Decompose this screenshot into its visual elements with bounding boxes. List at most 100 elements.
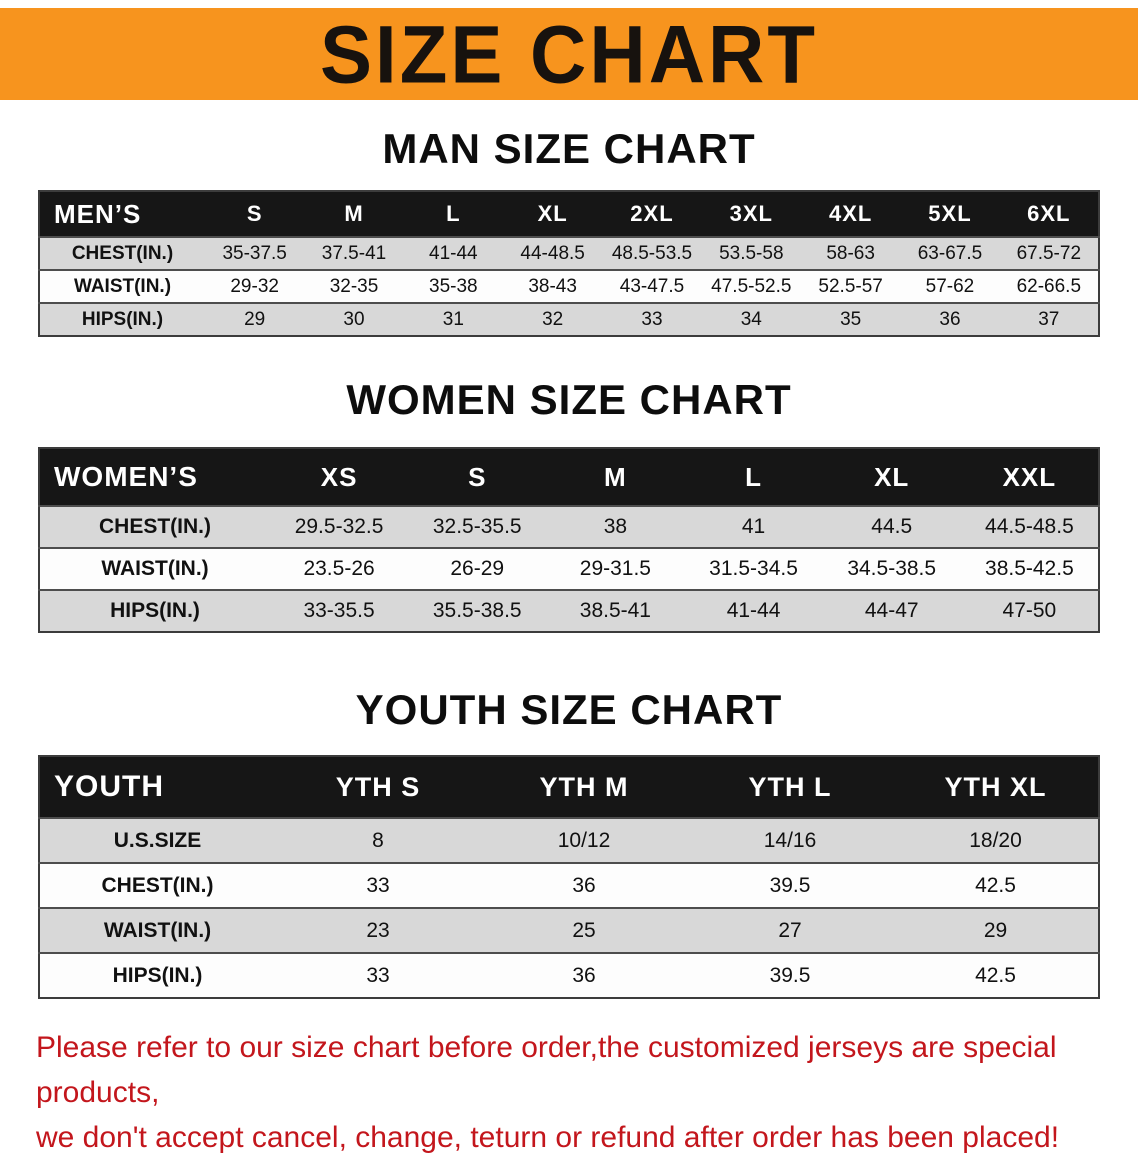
size-column-header: L <box>403 191 503 237</box>
size-chart-title: SIZE CHART <box>320 7 818 101</box>
size-column-header: 6XL <box>999 191 1099 237</box>
disclaimer-line-2: we don't accept cancel, change, teturn o… <box>36 1121 1060 1154</box>
size-value-cell: 27 <box>778 918 802 942</box>
size-value-cell: 36 <box>939 308 961 330</box>
size-column-header: M <box>546 448 685 506</box>
table-row: WAIST(IN.) 23.5-26 26-29 29-31.5 31.5-34.5 34… <box>39 548 1099 590</box>
size-value-cell: 48.5-53.5 <box>611 242 693 264</box>
table-corner-label: MEN’S <box>39 191 205 237</box>
women-size-chart-heading: WOMEN SIZE CHART <box>346 376 792 423</box>
size-value-cell: 67.5-72 <box>1016 242 1082 264</box>
row-label: CHEST(IN.) <box>71 242 174 264</box>
size-value-cell: 29-31.5 <box>579 557 651 580</box>
size-value-cell: 31.5-34.5 <box>709 557 798 580</box>
row-label: CHEST(IN.) <box>99 515 211 538</box>
size-column-header: XL <box>502 191 603 237</box>
table-row: WAIST(IN.) 23 25 27 29 <box>39 908 1099 953</box>
row-label: U.S.SIZE <box>113 828 202 852</box>
table-row: HIPS(IN.) 33 36 39.5 42.5 <box>39 953 1099 998</box>
row-label: WAIST(IN.) <box>73 275 172 297</box>
size-column-header: YTH M <box>481 756 687 818</box>
size-value-cell: 43-47.5 <box>619 275 685 297</box>
size-value-cell: 32.5-35.5 <box>432 515 522 538</box>
table-row: WAIST(IN.) 29-32 32-35 35-38 38-43 43-47.5 47.… <box>39 270 1099 303</box>
size-value-cell: 62-66.5 <box>1016 275 1082 297</box>
size-value-cell: 34.5-38.5 <box>847 557 937 580</box>
table-header-row: WOMEN’S XS S M L XL XXL <box>39 448 1099 506</box>
size-value-cell: 26-29 <box>450 557 505 580</box>
row-label: HIPS(IN.) <box>110 599 200 622</box>
size-value-cell: 34 <box>740 308 762 330</box>
table-row: U.S.SIZE 8 10/12 14/16 18/20 <box>39 818 1099 863</box>
size-column-header: S <box>408 448 547 506</box>
size-value-cell: 47-50 <box>1002 599 1057 622</box>
size-value-cell: 10/12 <box>557 828 611 852</box>
size-value-cell: 38.5-42.5 <box>985 557 1074 580</box>
row-label: CHEST(IN.) <box>101 873 214 897</box>
size-column-header: YTH S <box>275 756 481 818</box>
size-value-cell: 39.5 <box>769 873 811 897</box>
size-value-cell: 52.5-57 <box>818 275 883 297</box>
size-value-cell: 32 <box>542 308 564 330</box>
table-row: CHEST(IN.) 33 36 39.5 42.5 <box>39 863 1099 908</box>
table-corner-label: WOMEN’S <box>39 448 270 506</box>
size-value-cell: 29 <box>244 308 266 330</box>
size-column-header: 2XL <box>602 191 702 237</box>
size-column-header: XS <box>270 448 409 506</box>
size-value-cell: 8 <box>372 828 384 852</box>
row-label: HIPS(IN.) <box>112 963 203 987</box>
size-column-header: M <box>304 191 404 237</box>
row-label: HIPS(IN.) <box>81 308 164 330</box>
size-value-cell: 63-67.5 <box>917 242 983 264</box>
size-value-cell: 38 <box>603 515 628 538</box>
youth-size-chart-heading: YOUTH SIZE CHART <box>355 686 783 733</box>
size-column-header: XXL <box>960 448 1099 506</box>
table-header-row: YOUTH YTH S YTH M YTH L YTH XL <box>39 756 1099 818</box>
size-value-cell: 23 <box>366 918 390 942</box>
size-value-cell: 33-35.5 <box>303 599 375 622</box>
size-value-cell: 18/20 <box>969 828 1022 852</box>
table-row: HIPS(IN.) 33-35.5 35.5-38.5 38.5-41 41-44 44-… <box>39 590 1099 632</box>
table-corner-label: YOUTH <box>39 756 275 818</box>
size-value-cell: 35-38 <box>429 275 478 297</box>
size-column-header: 3XL <box>701 191 801 237</box>
size-value-cell: 29 <box>983 918 1008 942</box>
size-column-header: 4XL <box>800 191 901 237</box>
size-value-cell: 38.5-41 <box>579 599 651 622</box>
disclaimer-line-1: Please refer to our size chart before or… <box>36 1031 1057 1109</box>
disclaimer-text: Please refer to our size chart before or… <box>36 1025 1120 1160</box>
size-value-cell: 33 <box>366 873 390 897</box>
size-column-header: YTH L <box>687 756 893 818</box>
men-size-table: MEN’S S M L XL 2XL 3XL 4XL 5XL 6XL CHEST(IN.) 35-37… <box>38 190 1100 337</box>
size-value-cell: 42.5 <box>975 873 1016 897</box>
row-label: WAIST(IN.) <box>103 918 212 942</box>
size-value-cell: 23.5-26 <box>303 557 375 580</box>
women-size-table: WOMEN’S XS S M L XL XXL CHEST(IN.) 29.5-32.5 32.5… <box>38 447 1100 633</box>
size-value-cell: 32-35 <box>329 275 379 297</box>
size-value-cell: 44-48.5 <box>520 242 585 264</box>
size-column-header: YTH XL <box>893 756 1099 818</box>
size-value-cell: 29-32 <box>230 275 279 297</box>
youth-size-table: YOUTH YTH S YTH M YTH L YTH XL U.S.SIZE 8 10/12… <box>38 755 1100 999</box>
table-row: CHEST(IN.) 35-37.5 37.5-41 41-44 44-48.5 48.5… <box>39 237 1099 270</box>
man-size-chart-heading: MAN SIZE CHART <box>382 125 756 172</box>
size-value-cell: 37.5-41 <box>321 242 387 264</box>
size-value-cell: 41 <box>741 515 766 538</box>
size-value-cell: 58-63 <box>826 242 875 264</box>
size-value-cell: 33 <box>366 963 390 987</box>
size-value-cell: 41-44 <box>429 242 478 264</box>
size-column-header: XL <box>822 448 961 506</box>
table-header-row: MEN’S S M L XL 2XL 3XL 4XL 5XL 6XL <box>39 191 1099 237</box>
size-value-cell: 36 <box>572 963 596 987</box>
size-value-cell: 47.5-52.5 <box>711 275 792 297</box>
size-value-cell: 38-43 <box>528 275 577 297</box>
size-value-cell: 35 <box>840 308 862 330</box>
size-value-cell: 33 <box>641 308 663 330</box>
size-value-cell: 25 <box>572 918 596 942</box>
size-value-cell: 39.5 <box>769 963 811 987</box>
size-value-cell: 53.5-58 <box>719 242 784 264</box>
size-value-cell: 37 <box>1038 308 1060 330</box>
size-value-cell: 31 <box>442 308 464 330</box>
table-row: HIPS(IN.) 29 30 31 32 33 34 35 36 37 <box>39 303 1099 336</box>
size-value-cell: 36 <box>572 873 596 897</box>
